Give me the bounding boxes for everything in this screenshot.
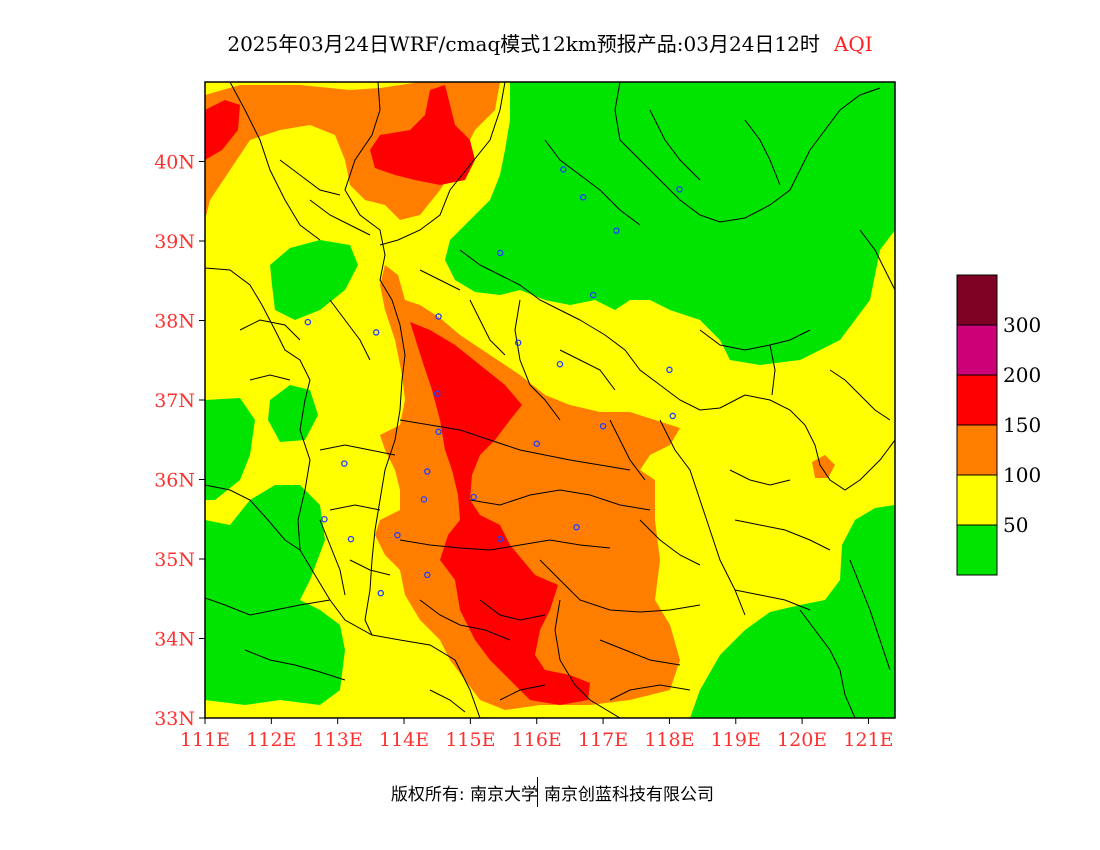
copyright-owner: 版权所有: 南京大学 <box>390 785 538 805</box>
lat-label: 34N <box>154 629 195 651</box>
legend-label: 200 <box>1003 363 1041 387</box>
city-marker <box>560 166 567 173</box>
city-marker <box>496 249 504 257</box>
legend-label: 50 <box>1003 513 1028 537</box>
lon-label: 115E <box>445 729 495 751</box>
legend-label: 100 <box>1003 463 1041 487</box>
lon-label: 120E <box>777 729 827 751</box>
city-marker <box>573 523 580 531</box>
copyright-footer: 版权所有: 南京大学 南京创蓝科技有限公司 <box>0 777 1100 808</box>
city-marker <box>599 422 607 430</box>
aqi-good-area-southwest <box>205 485 345 705</box>
legend-swatch <box>956 474 998 526</box>
city-marker <box>514 339 522 347</box>
aqi-unhealthy-area-northwest <box>205 100 240 160</box>
lat-label: 36N <box>154 470 195 492</box>
city-marker <box>424 468 431 475</box>
city-marker <box>470 493 477 501</box>
lon-label: 113E <box>313 729 363 751</box>
city-marker <box>394 531 401 539</box>
lon-label: 119E <box>711 729 761 751</box>
city-marker <box>372 329 380 336</box>
city-marker <box>556 360 564 368</box>
city-marker <box>377 589 385 597</box>
city-marker <box>424 571 431 579</box>
lat-label: 39N <box>154 231 195 253</box>
city-marker <box>435 313 442 320</box>
aqi-field <box>205 82 895 718</box>
city-markers <box>304 166 683 597</box>
product-label: AQI <box>833 32 873 56</box>
city-marker <box>666 366 673 374</box>
legend-swatch <box>956 524 998 576</box>
city-marker <box>496 535 504 543</box>
legend-swatch <box>956 324 998 376</box>
aqi-moderate-area-east-spot <box>812 455 835 478</box>
lon-label: 111E <box>180 729 230 751</box>
legend-label: 150 <box>1003 413 1041 437</box>
title-text: 2025年03月24日WRF/cmaq模式12km预报产品:03月24日12时 <box>227 32 820 56</box>
lon-label: 118E <box>644 729 694 751</box>
city-marker <box>579 194 587 201</box>
legend-swatch <box>956 274 998 326</box>
city-marker <box>676 186 683 193</box>
legend-label: 300 <box>1003 313 1041 337</box>
city-marker <box>435 428 442 436</box>
lon-label: 112E <box>246 729 296 751</box>
city-marker <box>533 440 540 447</box>
copyright-company: 南京创蓝科技有限公司 <box>544 785 714 805</box>
lat-label: 33N <box>154 708 195 730</box>
lon-label: 116E <box>512 729 562 751</box>
legend-swatch <box>956 424 998 476</box>
lat-label: 38N <box>154 311 195 333</box>
city-marker <box>433 390 441 397</box>
lon-label: 121E <box>843 729 893 751</box>
lon-label: 114E <box>379 729 429 751</box>
admin-boundaries <box>205 82 895 718</box>
aqi-unhealthy-area-north <box>370 85 475 185</box>
legend-swatch <box>956 374 998 426</box>
city-marker <box>304 318 312 326</box>
lat-label: 37N <box>154 390 195 412</box>
footer-divider <box>537 777 538 807</box>
lat-label: 35N <box>154 549 195 571</box>
longitude-axis: 111E 112E 113E 114E 115E 116E 117E 118E 119E 120E… <box>180 718 894 751</box>
aqi-good-area-southeast <box>690 505 895 718</box>
lon-label: 117E <box>578 729 628 751</box>
latitude-axis: 33N 34N 35N 36N 37N 38N 39N 40N <box>154 152 205 730</box>
city-marker <box>420 496 428 503</box>
city-marker <box>669 412 676 420</box>
aqi-legend: 50 100 150 200 300 <box>956 274 1041 576</box>
city-marker <box>347 535 355 543</box>
city-marker <box>613 227 620 234</box>
lat-label: 40N <box>154 152 195 174</box>
city-marker <box>321 516 328 523</box>
city-marker <box>341 460 348 467</box>
aqi-good-area-west-edge <box>205 398 255 500</box>
aqi-unhealthy-area-central <box>410 322 590 705</box>
aqi-good-area-northwest <box>270 240 358 320</box>
city-marker <box>589 291 597 299</box>
map-title: 2025年03月24日WRF/cmaq模式12km预报产品:03月24日12时 A… <box>0 28 1100 57</box>
aqi-good-area-north <box>445 82 895 365</box>
